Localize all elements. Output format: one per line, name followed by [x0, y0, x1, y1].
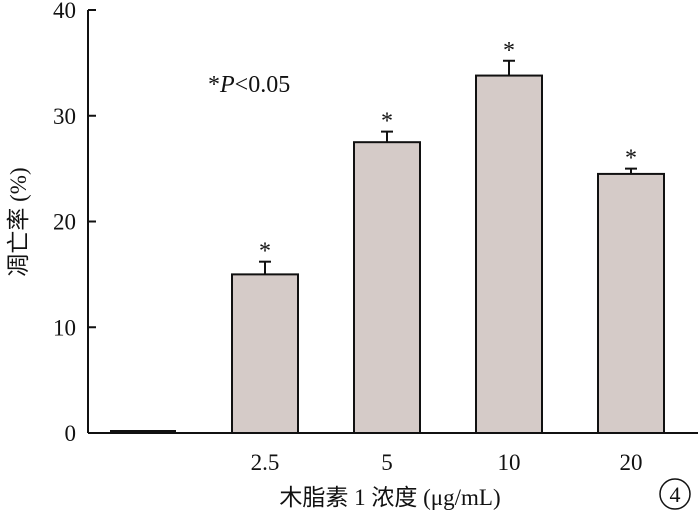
bar-3: [475, 74, 543, 434]
significance-mark-3: *: [503, 38, 515, 64]
y-tick-label-30: 30: [53, 104, 76, 129]
y-axis-label: 凋亡率 (%): [6, 167, 31, 276]
y-tick-label-20: 20: [53, 210, 76, 235]
plot-area: * 2.5 * 5 * 10 * 20 0 10 20 30 40: [53, 0, 698, 475]
panel-label-text: 4: [670, 482, 681, 507]
x-axis-label: 木脂素 1 浓度 (μg/mL): [279, 485, 500, 510]
bar-2: [353, 141, 421, 434]
y-tick-label-0: 0: [65, 421, 77, 446]
significance-mark-1: *: [259, 239, 271, 265]
annotation-asterisk: *: [208, 72, 220, 98]
bar-1: [231, 273, 299, 434]
significance-annotation: *P<0.05: [208, 72, 290, 98]
significance-mark-4: *: [625, 146, 637, 172]
significance-mark-2: *: [381, 109, 393, 135]
x-tick-label-2: 5: [381, 450, 393, 475]
annotation-p: P: [219, 72, 235, 98]
annotation-threshold: <0.05: [235, 72, 291, 98]
y-tick-label-40: 40: [53, 0, 76, 23]
panel-label: 4: [659, 478, 691, 510]
y-tick-label-10: 10: [53, 315, 76, 340]
panel-label-circle: [659, 478, 691, 510]
x-tick-label-3: 10: [498, 450, 521, 475]
x-tick-label-1: 2.5: [251, 450, 280, 475]
x-tick-label-4: 20: [620, 450, 643, 475]
bar-4: [597, 172, 665, 434]
